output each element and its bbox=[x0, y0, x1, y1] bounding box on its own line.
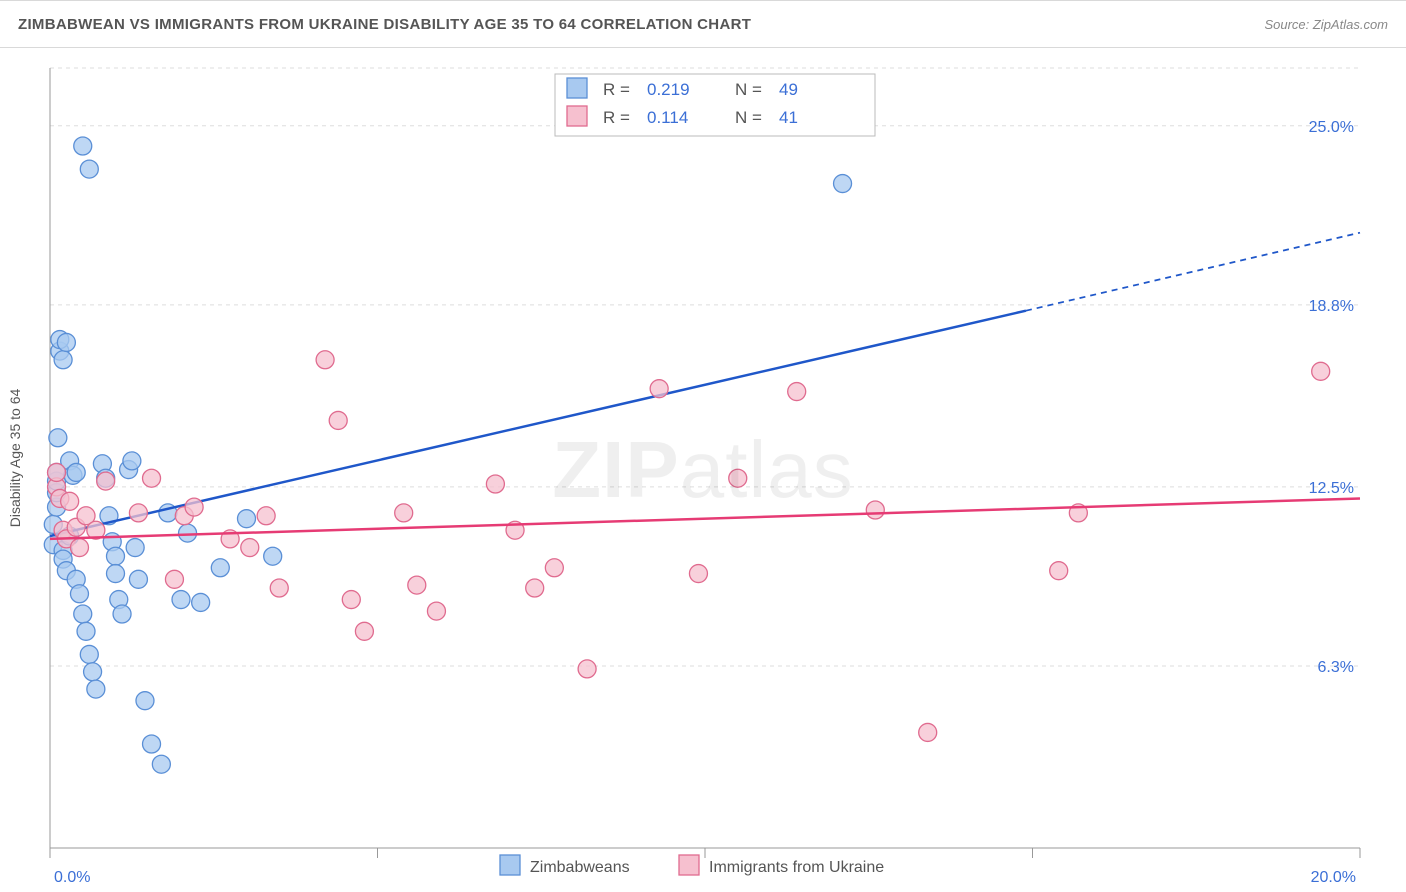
legend-swatch bbox=[500, 855, 520, 875]
data-point bbox=[70, 539, 88, 557]
legend-r-value: 0.219 bbox=[647, 80, 690, 99]
data-point bbox=[1312, 362, 1330, 380]
data-point bbox=[87, 680, 105, 698]
y-tick-label: 25.0% bbox=[1309, 119, 1354, 136]
chart-area: 6.3% 12.5% 18.8% 25.0% 0.0% 20.0% Disability A… bbox=[0, 48, 1406, 892]
data-point bbox=[486, 475, 504, 493]
data-point bbox=[526, 579, 544, 597]
data-point bbox=[427, 602, 445, 620]
legend-n-label: N = bbox=[735, 108, 762, 127]
data-point bbox=[126, 539, 144, 557]
data-point bbox=[241, 539, 259, 557]
data-point bbox=[54, 351, 72, 369]
data-point bbox=[316, 351, 334, 369]
data-point bbox=[578, 660, 596, 678]
data-point bbox=[48, 463, 66, 481]
data-point bbox=[107, 565, 125, 583]
data-point bbox=[143, 735, 161, 753]
data-point bbox=[113, 605, 131, 623]
data-point bbox=[545, 559, 563, 577]
legend-swatch bbox=[567, 106, 587, 126]
data-point bbox=[165, 570, 183, 588]
y-tick-label: 12.5% bbox=[1309, 480, 1354, 497]
data-point bbox=[70, 585, 88, 603]
data-point bbox=[257, 507, 275, 525]
data-point bbox=[74, 605, 92, 623]
legend-swatch bbox=[679, 855, 699, 875]
data-point bbox=[136, 692, 154, 710]
data-point bbox=[395, 504, 413, 522]
y-tick-label: 6.3% bbox=[1318, 659, 1354, 676]
legend-n-label: N = bbox=[735, 80, 762, 99]
data-point bbox=[143, 469, 161, 487]
legend-series-label: Immigrants from Ukraine bbox=[709, 859, 884, 876]
y-axis-label: Disability Age 35 to 64 bbox=[7, 389, 23, 528]
data-point bbox=[97, 472, 115, 490]
data-point bbox=[192, 593, 210, 611]
data-point bbox=[788, 383, 806, 401]
series-1 bbox=[48, 351, 1330, 742]
data-point bbox=[264, 547, 282, 565]
data-point bbox=[834, 175, 852, 193]
data-point bbox=[129, 504, 147, 522]
data-point bbox=[1050, 562, 1068, 580]
data-point bbox=[211, 559, 229, 577]
legend-swatch bbox=[567, 78, 587, 98]
data-point bbox=[866, 501, 884, 519]
y-tick-label: 18.8% bbox=[1309, 298, 1354, 315]
data-point bbox=[185, 498, 203, 516]
data-point bbox=[689, 565, 707, 583]
scatter-chart: 6.3% 12.5% 18.8% 25.0% 0.0% 20.0% Disability A… bbox=[0, 48, 1406, 892]
data-point bbox=[179, 524, 197, 542]
legend-n-value: 49 bbox=[779, 80, 798, 99]
data-point bbox=[67, 463, 85, 481]
data-point bbox=[172, 591, 190, 609]
data-point bbox=[650, 380, 668, 398]
x-tick-label: 20.0% bbox=[1311, 869, 1356, 886]
data-point bbox=[408, 576, 426, 594]
data-point bbox=[355, 622, 373, 640]
data-point bbox=[152, 755, 170, 773]
data-point bbox=[329, 411, 347, 429]
data-point bbox=[919, 723, 937, 741]
legend-series-label: Zimbabweans bbox=[530, 859, 630, 876]
series-0 bbox=[44, 137, 851, 773]
data-point bbox=[80, 645, 98, 663]
data-point bbox=[270, 579, 288, 597]
data-point bbox=[77, 622, 95, 640]
legend-r-label: R = bbox=[603, 108, 630, 127]
legend-r-value: 0.114 bbox=[647, 108, 688, 127]
data-point bbox=[342, 591, 360, 609]
data-point bbox=[49, 429, 67, 447]
data-point bbox=[238, 510, 256, 528]
legend-r-label: R = bbox=[603, 80, 630, 99]
data-point bbox=[74, 137, 92, 155]
chart-title: ZIMBABWEAN VS IMMIGRANTS FROM UKRAINE DI… bbox=[18, 16, 751, 33]
data-point bbox=[129, 570, 147, 588]
data-point bbox=[80, 160, 98, 178]
data-point bbox=[107, 547, 125, 565]
data-point bbox=[123, 452, 141, 470]
data-point bbox=[84, 663, 102, 681]
source-attribution: Source: ZipAtlas.com bbox=[1264, 17, 1388, 32]
legend-n-value: 41 bbox=[779, 108, 798, 127]
data-point bbox=[57, 333, 75, 351]
data-point bbox=[61, 492, 79, 510]
title-bar: ZIMBABWEAN VS IMMIGRANTS FROM UKRAINE DI… bbox=[0, 0, 1406, 48]
data-point bbox=[729, 469, 747, 487]
x-tick-label: 0.0% bbox=[54, 869, 90, 886]
